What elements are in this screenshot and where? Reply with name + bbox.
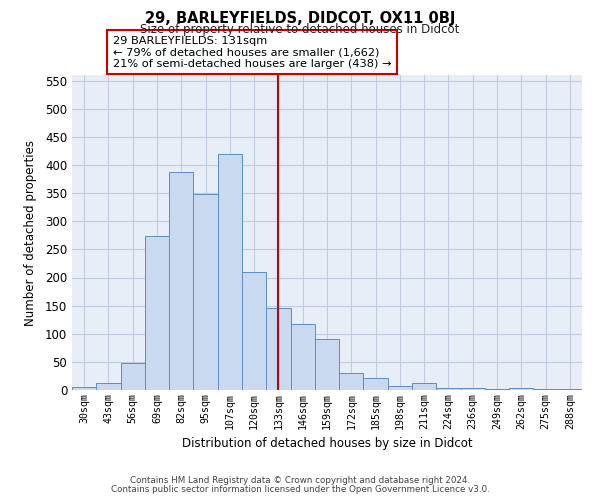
Bar (509, 388, 533, 390)
Bar (96, 383, 121, 390)
Bar (339, 372, 364, 390)
Text: Contains HM Land Registry data © Crown copyright and database right 2024.: Contains HM Land Registry data © Crown c… (130, 476, 470, 485)
Bar (558, 389, 582, 390)
Bar (436, 388, 461, 390)
Bar (485, 389, 509, 390)
Bar (388, 386, 412, 390)
Bar (412, 383, 436, 390)
Text: Size of property relative to detached houses in Didcot: Size of property relative to detached ho… (140, 22, 460, 36)
Bar (364, 378, 388, 390)
Bar (72, 387, 96, 390)
Bar (218, 154, 242, 390)
Text: 29, BARLEYFIELDS, DIDCOT, OX11 0BJ: 29, BARLEYFIELDS, DIDCOT, OX11 0BJ (145, 11, 455, 26)
X-axis label: Distribution of detached houses by size in Didcot: Distribution of detached houses by size … (182, 437, 472, 450)
Bar (315, 340, 339, 390)
Bar (266, 308, 290, 390)
Bar (193, 194, 218, 390)
Bar (145, 236, 169, 390)
Bar (242, 272, 266, 390)
Bar (290, 324, 315, 390)
Bar (461, 388, 485, 390)
Y-axis label: Number of detached properties: Number of detached properties (23, 140, 37, 326)
Text: Contains public sector information licensed under the Open Government Licence v3: Contains public sector information licen… (110, 485, 490, 494)
Bar (121, 363, 145, 390)
Bar (169, 172, 193, 390)
Text: 29 BARLEYFIELDS: 131sqm
← 79% of detached houses are smaller (1,662)
21% of semi: 29 BARLEYFIELDS: 131sqm ← 79% of detache… (113, 36, 391, 68)
